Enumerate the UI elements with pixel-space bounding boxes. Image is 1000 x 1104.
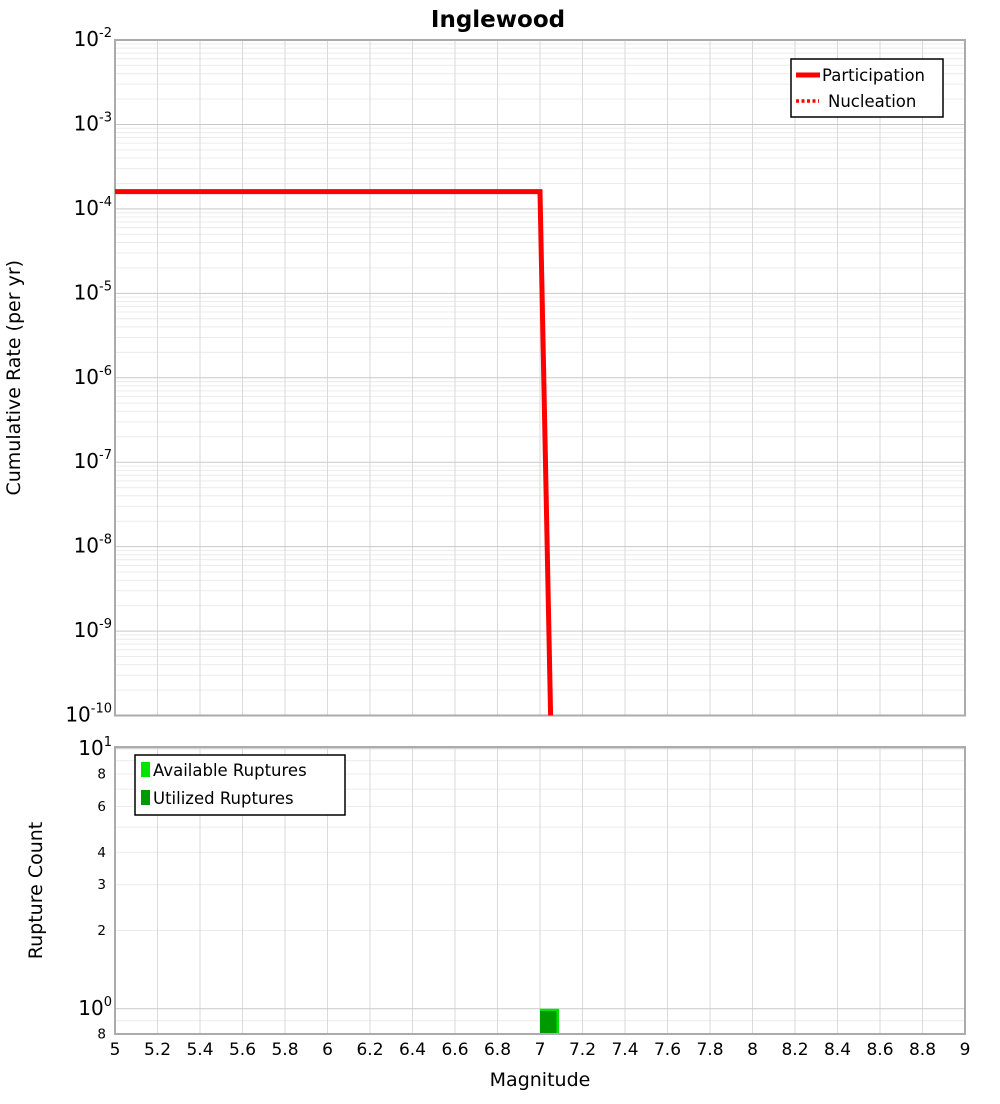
- legend-utilized-swatch: [141, 790, 150, 805]
- y-tick-label-top: 10-2: [74, 26, 112, 51]
- legend-box-top: [790, 58, 944, 118]
- x-tick-label: 8.6: [866, 1040, 893, 1060]
- x-tick-label: 5: [110, 1040, 121, 1060]
- x-tick-label: 7.4: [611, 1040, 638, 1060]
- x-tick-label: 8: [747, 1040, 758, 1060]
- y-tick-label-top: 10-6: [74, 364, 112, 389]
- y-minor-tick-label: 2: [97, 923, 106, 939]
- legend-participation-label: Participation: [822, 66, 925, 85]
- x-tick-label: 6: [322, 1040, 333, 1060]
- y-axis-label-bottom: Rupture Count: [25, 822, 47, 960]
- y-tick-label-top: 10-9: [74, 617, 112, 642]
- y-tick-label-top: 10-8: [74, 533, 112, 558]
- legend-available-swatch: [141, 762, 150, 777]
- x-axis-label: Magnitude: [490, 1069, 591, 1091]
- legend-available-label: Available Ruptures: [153, 761, 307, 780]
- y-minor-tick-label: 8: [97, 766, 106, 782]
- y-tick-label-top: 10-5: [74, 279, 112, 304]
- y-tick-label-top: 10-3: [74, 110, 112, 135]
- x-tick-label: 7: [535, 1040, 546, 1060]
- x-tick-label: 6.8: [484, 1040, 511, 1060]
- legend-nucleation-label: Nucleation: [828, 92, 916, 111]
- y-tick-label-top: 10-7: [74, 448, 112, 473]
- top-panel-border: [114, 39, 966, 717]
- y-minor-tick-label: 8: [97, 1026, 106, 1042]
- y-minor-tick-label: 6: [97, 799, 106, 815]
- x-tick-label: 7.6: [654, 1040, 681, 1060]
- x-tick-label: 5.4: [186, 1040, 213, 1060]
- x-tick-label: 5.2: [144, 1040, 171, 1060]
- x-tick-label: 5.6: [229, 1040, 256, 1060]
- utilized-ruptures-bar: [540, 1011, 557, 1033]
- x-tick-label: 6.2: [356, 1040, 383, 1060]
- y-tick-label-bottom: 101: [78, 735, 112, 760]
- x-tick-label: 8.4: [824, 1040, 851, 1060]
- legend-utilized-label: Utilized Ruptures: [153, 789, 294, 808]
- x-tick-label: 7.2: [569, 1040, 596, 1060]
- x-tick-label: 7.8: [696, 1040, 723, 1060]
- nucleation-line: [115, 189, 553, 716]
- x-tick-label: 8.8: [909, 1040, 936, 1060]
- y-tick-label-top: 10-10: [65, 702, 112, 727]
- legend-box-bottom: [134, 754, 346, 816]
- x-tick-label: 6.6: [441, 1040, 468, 1060]
- x-tick-label: 8.2: [781, 1040, 808, 1060]
- y-minor-tick-label: 4: [97, 845, 106, 861]
- y-axis-label-top: Cumulative Rate (per yr): [3, 260, 25, 496]
- x-tick-label: 5.8: [271, 1040, 298, 1060]
- bottom-panel-border: [114, 746, 966, 1035]
- x-tick-label: 9: [960, 1040, 971, 1060]
- chart-title: Inglewood: [431, 7, 565, 33]
- y-tick-label-top: 10-4: [74, 195, 112, 220]
- y-tick-label-bottom: 100: [78, 995, 112, 1020]
- y-minor-tick-label: 3: [97, 877, 106, 893]
- x-tick-label: 6.4: [399, 1040, 426, 1060]
